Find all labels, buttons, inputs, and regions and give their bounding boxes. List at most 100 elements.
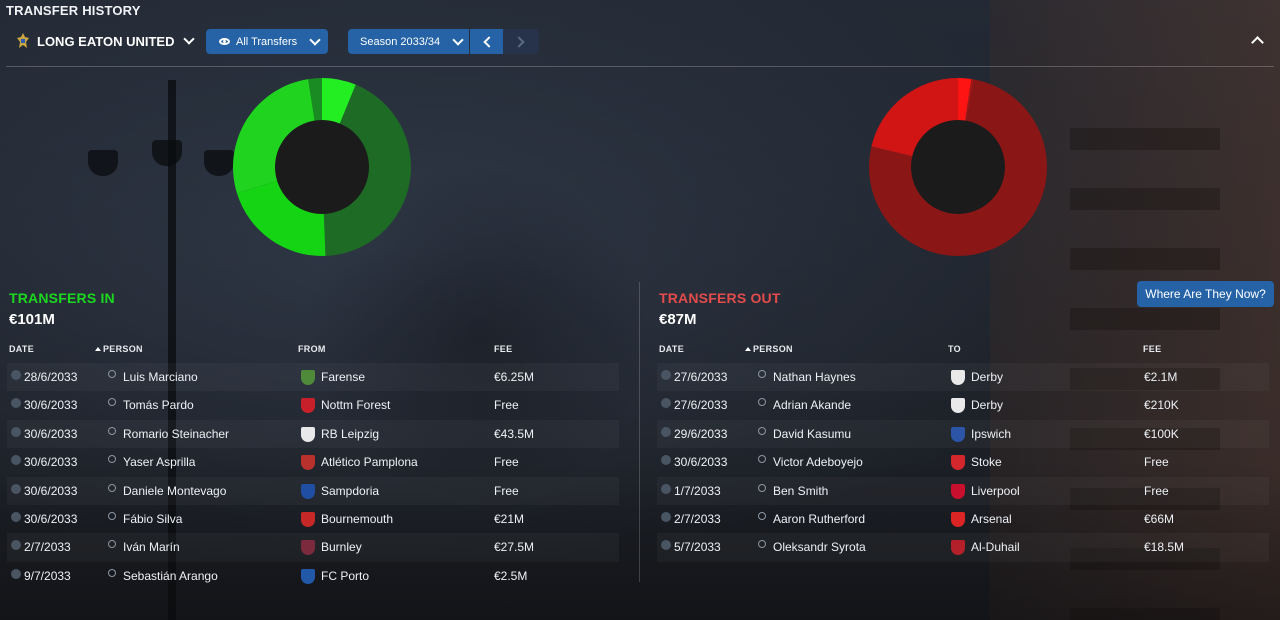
column-header-person[interactable]: PERSON [95, 344, 143, 354]
club-name[interactable]: Bournemouth [321, 511, 394, 526]
table-row[interactable]: 30/6/2033 Tomás Pardo Nottm Forest Free [7, 391, 619, 419]
column-header-fee[interactable]: FEE [494, 344, 513, 354]
person-name[interactable]: Yaser Asprilla [123, 455, 196, 470]
table-row[interactable]: 30/6/2033 Romario Steinacher RB Leipzig €43… [7, 420, 619, 448]
page-title: TRANSFER HISTORY [6, 3, 141, 18]
transfer-fee: €6.25M [494, 370, 535, 384]
column-header-fee[interactable]: FEE [1143, 344, 1162, 354]
person-icon [108, 511, 116, 520]
person-name[interactable]: Ben Smith [773, 483, 829, 498]
transfer-date: 5/7/2033 [674, 540, 721, 555]
column-header-person-label: PERSON [753, 344, 793, 354]
person-name[interactable]: Iván Marín [123, 540, 180, 555]
where-are-they-now-button[interactable]: Where Are They Now? [1137, 281, 1274, 307]
person-name[interactable]: Adrian Akande [773, 398, 852, 413]
season-dropdown[interactable]: Season 2033/34 [348, 29, 469, 54]
club-name[interactable]: Ipswich [971, 426, 1012, 441]
club-crest-icon [301, 370, 315, 385]
donut-hole [911, 120, 1005, 214]
club-name[interactable]: Farense [321, 370, 366, 384]
transfers-out-donut [869, 78, 1047, 256]
column-header-date[interactable]: DATE [659, 344, 685, 354]
chevron-down-icon [309, 33, 321, 46]
table-row[interactable]: 2/7/2033 Aaron Rutherford Arsenal €66M [657, 505, 1269, 533]
table-row[interactable]: 30/6/2033 Fábio Silva Bournemouth €21M [7, 505, 619, 533]
status-check-icon [11, 398, 21, 409]
person-icon [108, 426, 116, 435]
eye-icon [219, 38, 230, 45]
club-name[interactable]: Liverpool [971, 483, 1020, 498]
club-name[interactable]: Sampdoria [321, 483, 380, 498]
table-row[interactable]: 30/6/2033 Victor Adeboyejo Stoke Free [657, 448, 1269, 476]
person-icon [758, 426, 766, 435]
next-season-button[interactable] [503, 29, 539, 54]
person-name[interactable]: Nathan Haynes [773, 370, 856, 384]
table-row[interactable]: 9/7/2033 Sebastián Arango FC Porto €2.5M [7, 562, 619, 590]
person-name[interactable]: Daniele Montevago [123, 483, 227, 498]
column-header-from[interactable]: FROM [298, 344, 326, 354]
table-row[interactable]: 2/7/2033 Iván Marín Burnley €27.5M [7, 533, 619, 561]
person-name[interactable]: Luis Marciano [123, 370, 198, 384]
person-name[interactable]: Aaron Rutherford [773, 511, 866, 526]
previous-season-button[interactable] [470, 29, 503, 54]
person-name[interactable]: Fábio Silva [123, 511, 183, 526]
transfer-fee: €27.5M [494, 540, 535, 555]
column-header-date[interactable]: DATE [9, 344, 35, 354]
transfer-date: 2/7/2033 [674, 511, 721, 526]
person-icon [108, 398, 116, 407]
table-row[interactable]: 27/6/2033 Adrian Akande Derby €210K [657, 391, 1269, 419]
status-check-icon [661, 370, 671, 380]
table-row[interactable]: 5/7/2033 Oleksandr Syrota Al-Duhail €18.5M [657, 533, 1269, 561]
background-lamp [204, 150, 234, 176]
person-name[interactable]: Romario Steinacher [123, 426, 230, 441]
club-name[interactable]: Derby [971, 398, 1004, 413]
table-row[interactable]: 30/6/2033 Yaser Asprilla Atlético Pamplona… [7, 448, 619, 476]
table-row[interactable]: 27/6/2033 Nathan Haynes Derby €2.1M [657, 363, 1269, 391]
person-name[interactable]: David Kasumu [773, 426, 852, 441]
table-row[interactable]: 1/7/2033 Ben Smith Liverpool Free [657, 477, 1269, 505]
club-name[interactable]: Burnley [321, 540, 362, 555]
club-name[interactable]: Al-Duhail [971, 540, 1020, 555]
chevron-down-icon [452, 33, 464, 46]
status-check-icon [661, 483, 671, 494]
club-name[interactable]: Atlético Pamplona [321, 455, 418, 470]
status-check-icon [661, 398, 671, 409]
transfer-fee: €2.5M [494, 568, 528, 583]
person-name[interactable]: Tomás Pardo [123, 398, 194, 413]
transfer-date: 30/6/2033 [24, 398, 78, 413]
club-name[interactable]: Nottm Forest [321, 398, 391, 413]
transfers-in-donut [233, 78, 411, 256]
club-name[interactable]: Stoke [971, 455, 1002, 470]
status-check-icon [661, 426, 671, 437]
club-name[interactable]: Arsenal [971, 511, 1012, 526]
table-row[interactable]: 30/6/2033 Daniele Montevago Sampdoria Free [7, 477, 619, 505]
club-name[interactable]: Derby [971, 370, 1004, 384]
club-name[interactable]: RB Leipzig [321, 426, 380, 441]
status-check-icon [11, 540, 21, 551]
table-row[interactable]: 28/6/2033 Luis Marciano Farense €6.25M [7, 363, 619, 391]
transfers-in-heading: TRANSFERS IN [9, 290, 115, 306]
person-name[interactable]: Oleksandr Syrota [773, 540, 866, 555]
status-check-icon [11, 568, 21, 579]
background-street [0, 460, 1280, 620]
transfer-date: 30/6/2033 [24, 455, 78, 470]
table-row[interactable]: 29/6/2033 David Kasumu Ipswich €100K [657, 420, 1269, 448]
person-name[interactable]: Sebastián Arango [123, 568, 218, 583]
status-check-icon [11, 483, 21, 494]
transfer-fee: Free [494, 455, 519, 470]
column-header-to[interactable]: TO [948, 344, 961, 354]
person-icon [108, 483, 116, 492]
club-crest-icon [301, 568, 315, 584]
transfer-filter-dropdown[interactable]: All Transfers [206, 29, 328, 54]
person-name[interactable]: Victor Adeboyejo [773, 455, 863, 470]
transfers-in-total: €101M [9, 311, 55, 328]
club-selector[interactable]: LONG EATON UNITED [16, 33, 196, 49]
transfer-fee: Free [1144, 483, 1169, 498]
transfer-fee: Free [1144, 455, 1169, 470]
column-header-person[interactable]: PERSON [745, 344, 793, 354]
club-crest-icon [951, 540, 965, 556]
club-name[interactable]: FC Porto [321, 568, 370, 583]
transfers-out-table: 27/6/2033 Nathan Haynes Derby €2.1M 27/6/203… [657, 363, 1269, 562]
status-check-icon [661, 455, 671, 466]
